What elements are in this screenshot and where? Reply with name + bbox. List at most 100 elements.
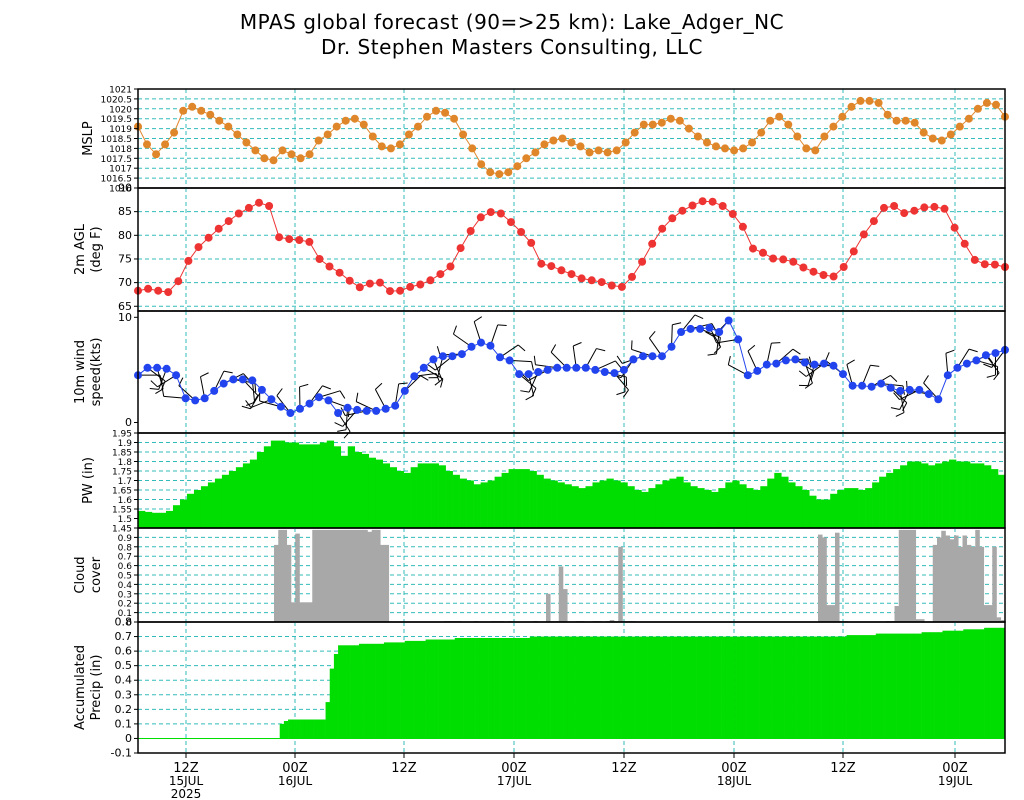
wind-point bbox=[153, 363, 162, 372]
pw-bar bbox=[872, 482, 880, 528]
precip-bar bbox=[763, 636, 768, 739]
mslp-point bbox=[693, 132, 702, 141]
cloud-bar bbox=[299, 602, 305, 622]
pw-bar bbox=[228, 471, 237, 528]
t2m-point bbox=[446, 262, 455, 271]
t2m-point bbox=[164, 288, 173, 297]
mslp-point bbox=[793, 132, 802, 141]
t2m-y-label: (deg F) bbox=[89, 226, 104, 272]
precip-bar bbox=[967, 629, 972, 739]
x-day-label: 15JUL bbox=[169, 774, 204, 788]
cloud-bar bbox=[903, 529, 908, 622]
precip-bar bbox=[917, 633, 922, 739]
mslp-point bbox=[639, 120, 648, 129]
wind-barb-flag bbox=[223, 370, 233, 374]
mslp-point bbox=[251, 146, 260, 155]
mslp-point bbox=[937, 136, 946, 145]
precip-y-tick-label: 0 bbox=[125, 732, 132, 745]
pw-bar bbox=[935, 463, 943, 528]
t2m-point bbox=[234, 209, 243, 218]
wind-point bbox=[181, 394, 190, 403]
pw-bar bbox=[291, 442, 300, 528]
t2m-y-tick-label: 65 bbox=[118, 300, 132, 313]
mslp-point bbox=[423, 112, 431, 121]
wind-point bbox=[296, 404, 304, 413]
mslp-point bbox=[260, 154, 269, 163]
pw-bar bbox=[585, 486, 593, 528]
pw-bar bbox=[375, 459, 384, 528]
wind-barb-flag bbox=[440, 378, 444, 388]
t2m-point bbox=[789, 257, 798, 266]
t2m-point bbox=[880, 203, 888, 212]
mslp-point bbox=[666, 114, 675, 123]
precip-bar bbox=[750, 636, 756, 739]
cloud-bar bbox=[363, 529, 368, 622]
pw-bar bbox=[522, 469, 530, 528]
wind-point bbox=[562, 363, 571, 372]
precip-bar bbox=[609, 636, 614, 739]
wind-barb-flag bbox=[573, 342, 582, 347]
pw-bar bbox=[886, 472, 894, 528]
x-tick-label: 12Z bbox=[611, 761, 637, 776]
t2m-point bbox=[859, 230, 868, 239]
wind-point bbox=[810, 360, 819, 369]
t2m-line bbox=[137, 200, 1006, 293]
pw-bar bbox=[284, 442, 293, 528]
wind-point bbox=[839, 370, 847, 379]
precip-bar bbox=[525, 638, 531, 739]
wind-barb-flag bbox=[890, 375, 898, 383]
mslp-point bbox=[341, 116, 350, 125]
wind-point bbox=[962, 359, 971, 368]
cloud-bar bbox=[380, 544, 385, 622]
precip-bar bbox=[971, 629, 977, 739]
wind-barb-flag bbox=[242, 373, 250, 381]
mslp-point bbox=[414, 122, 422, 131]
mslp-point bbox=[377, 142, 386, 151]
mslp-point bbox=[395, 140, 404, 149]
precip-bar bbox=[875, 633, 881, 739]
wind-point bbox=[343, 403, 352, 412]
t2m-point bbox=[416, 280, 425, 289]
wind-point bbox=[238, 375, 247, 384]
pw-bar bbox=[991, 469, 999, 528]
x-tick-label: 12Z bbox=[173, 761, 199, 776]
wind-point bbox=[457, 350, 466, 359]
mslp-point bbox=[368, 132, 377, 141]
pw-bar bbox=[956, 461, 964, 528]
wind-barb-flag bbox=[241, 405, 251, 410]
cloud-bar bbox=[329, 529, 334, 622]
mslp-point bbox=[161, 140, 170, 149]
wind-point bbox=[781, 356, 790, 365]
cloud-y-tick-label: 0.9 bbox=[118, 534, 133, 544]
precip-bar bbox=[942, 630, 947, 739]
wind-point bbox=[600, 368, 609, 376]
wind-barb-flag bbox=[707, 353, 717, 356]
precip-bar bbox=[867, 635, 872, 739]
pw-bar bbox=[634, 490, 642, 528]
mslp-point bbox=[332, 122, 341, 131]
cloud-y-tick-label: 0.7 bbox=[118, 553, 132, 563]
precip-bar bbox=[621, 636, 626, 739]
x-day-label: 16JUL bbox=[278, 774, 313, 788]
wind-barb-flag bbox=[694, 314, 704, 320]
mslp-y-tick-label: 1016.5 bbox=[101, 175, 133, 185]
precip-bar bbox=[283, 721, 289, 739]
pw-bar bbox=[487, 480, 495, 528]
wind-point bbox=[886, 383, 895, 392]
pw-bar bbox=[655, 484, 663, 528]
pw-bar bbox=[515, 469, 523, 528]
precip-bar bbox=[496, 638, 501, 739]
wind-point bbox=[410, 372, 419, 381]
wind-barb-flag bbox=[452, 325, 457, 335]
mslp-y-tick-label: 1019 bbox=[109, 125, 132, 135]
wind-barb-flag bbox=[339, 390, 346, 399]
mslp-point bbox=[712, 142, 720, 151]
precip-bar bbox=[446, 639, 451, 739]
t2m-point bbox=[315, 255, 324, 263]
mslp-point bbox=[766, 116, 775, 125]
precip-bar bbox=[504, 638, 510, 739]
pw-bar bbox=[221, 474, 230, 528]
cloud-bar bbox=[367, 531, 373, 622]
cloud-bar bbox=[988, 605, 993, 622]
cloud-bar bbox=[282, 529, 288, 622]
